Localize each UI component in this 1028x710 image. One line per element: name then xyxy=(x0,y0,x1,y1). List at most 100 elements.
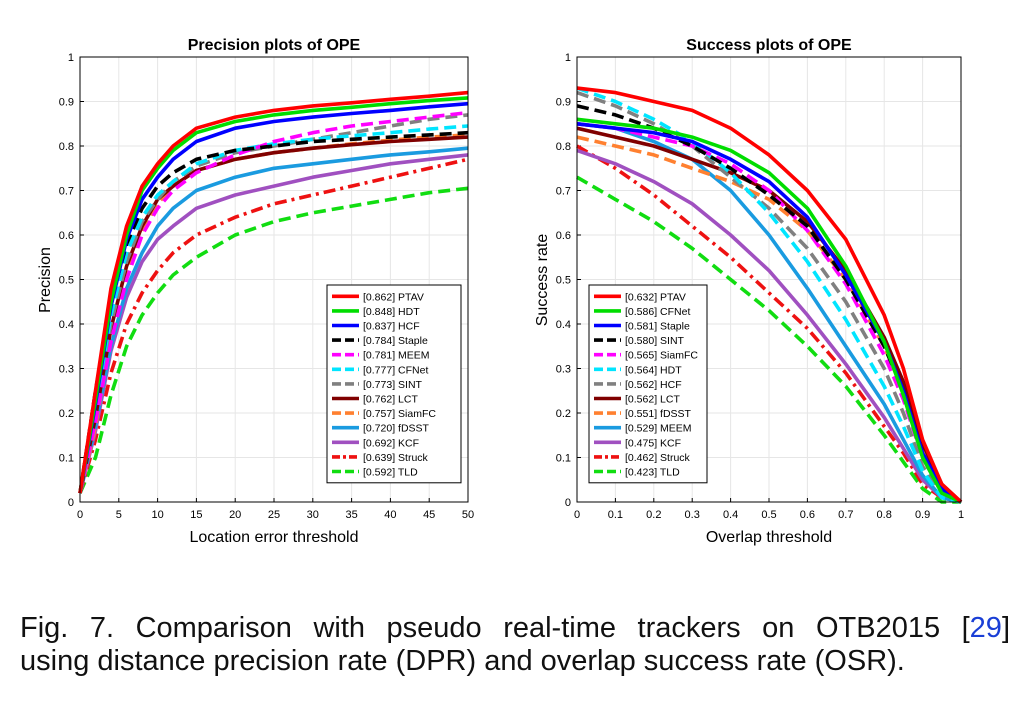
series-line-kcf xyxy=(576,148,962,504)
legend-entry-hcf: [0.837] HCF xyxy=(363,321,420,333)
y-tick-label: 0.1 xyxy=(59,453,74,465)
x-tick-label: 0.4 xyxy=(723,509,738,521)
y-tick-label: 0.1 xyxy=(556,453,571,465)
axes-box xyxy=(79,56,469,503)
x-tick-label: 25 xyxy=(268,509,280,521)
x-tick-label: 10 xyxy=(151,509,163,521)
y-tick-label: 0.5 xyxy=(59,275,74,287)
y-tick-label: 0.4 xyxy=(59,319,74,331)
legend-entry-struck: [0.639] Struck xyxy=(363,452,429,464)
x-axis-label: Overlap threshold xyxy=(706,529,832,546)
tick-labels: 0 5 10 15 20 25 30 35 40 45 50 0 0.1 0.2 0.3 0.4 0.5 0.6 0… xyxy=(59,52,474,521)
series-line-ptav xyxy=(78,90,469,494)
x-tick-label: 1 xyxy=(958,509,964,521)
x-tick-label: 0.3 xyxy=(685,509,700,521)
legend-entry-sint: [0.580] SINT xyxy=(625,335,685,347)
series-line-hdt xyxy=(78,96,469,494)
legend-entry-hcf: [0.562] HCF xyxy=(625,379,682,391)
legend-entry-tld: [0.423] TLD xyxy=(625,467,680,479)
series-line-cfnet xyxy=(576,117,962,504)
y-tick-label: 0.3 xyxy=(59,364,74,376)
legend-entry-hdt: [0.564] HDT xyxy=(625,364,682,376)
legend-entry-struck: [0.462] Struck xyxy=(625,452,691,464)
y-tick-label: 0.7 xyxy=(556,186,571,198)
citation-link[interactable]: 29 xyxy=(969,612,1002,644)
x-tick-label: 40 xyxy=(384,509,396,521)
y-tick-label: 0.3 xyxy=(556,364,571,376)
x-tick-label: 20 xyxy=(229,509,241,521)
legend: [0.632] PTAV [0.586] CFNet [0.581] Staple [… xyxy=(588,284,708,484)
x-tick-label: 35 xyxy=(345,509,357,521)
x-tick-label: 0 xyxy=(574,509,580,521)
axes-box xyxy=(576,56,962,503)
series-line-hdt xyxy=(576,86,962,504)
y-tick-label: 1 xyxy=(565,52,571,64)
legend-entry-siamfc: [0.757] SiamFC xyxy=(363,408,436,420)
series-lines xyxy=(78,90,469,494)
precision-plot: 0 5 10 15 20 25 30 35 40 45 50 0 0.1 0.2 0.3 0.4 0.5 0.6 0… xyxy=(37,37,474,546)
legend-entry-tld: [0.592] TLD xyxy=(363,467,418,479)
legend-entry-ptav: [0.862] PTAV xyxy=(363,291,424,303)
series-line-meem xyxy=(576,122,962,504)
caption-suffix: ] xyxy=(1001,612,1010,644)
legend-entry-fdsst: [0.551] fDSST xyxy=(625,408,692,420)
caption-line-2: using distance precision rate (DPR) and … xyxy=(20,645,905,677)
x-tick-label: 0.5 xyxy=(761,509,776,521)
y-tick-label: 0 xyxy=(565,497,571,509)
series-line-struck xyxy=(576,144,962,504)
legend-entry-kcf: [0.475] KCF xyxy=(625,437,681,449)
y-tick-label: 1 xyxy=(68,52,74,64)
series-line-struck xyxy=(78,157,469,494)
caption-line-1: Fig. 7. Comparison with pseudo real-time… xyxy=(20,612,1010,645)
x-tick-label: 5 xyxy=(116,509,122,521)
y-tick-label: 0.2 xyxy=(556,408,571,420)
figure-caption: Fig. 7. Comparison with pseudo real-time… xyxy=(20,612,1010,678)
x-tick-label: 0.9 xyxy=(915,509,930,521)
caption-prefix: Fig. 7. Comparison with pseudo real-time… xyxy=(20,612,970,644)
x-axis-label: Location error threshold xyxy=(190,529,359,546)
y-tick-label: 0.4 xyxy=(556,319,571,331)
legend-entry-siamfc: [0.565] SiamFC xyxy=(625,350,698,362)
y-tick-label: 0.7 xyxy=(59,186,74,198)
legend-entry-ptav: [0.632] PTAV xyxy=(625,291,686,303)
series-line-ptav xyxy=(576,86,963,504)
chart-title: Precision plots of OPE xyxy=(188,37,361,54)
figure: 0 5 10 15 20 25 30 35 40 45 5000.10.20.30.40.50.60… xyxy=(37,37,964,546)
y-tick-label: 0.9 xyxy=(59,97,74,109)
x-tick-label: 30 xyxy=(307,509,319,521)
legend-entry-kcf: [0.692] KCF xyxy=(363,437,419,449)
x-tick-label: 15 xyxy=(190,509,202,521)
legend-entry-lct: [0.562] LCT xyxy=(625,394,680,406)
series-line-tld xyxy=(576,175,961,504)
y-tick-label: 0.6 xyxy=(556,230,571,242)
series-lines xyxy=(576,86,963,504)
y-tick-label: 0.2 xyxy=(59,408,74,420)
y-tick-label: 0 xyxy=(68,497,74,509)
legend-entry-lct: [0.762] LCT xyxy=(363,394,418,406)
x-tick-label: 50 xyxy=(462,509,474,521)
legend-entry-meem: [0.781] MEEM xyxy=(363,350,430,362)
y-tick-label: 0.6 xyxy=(59,230,74,242)
series-line-siamfc xyxy=(576,122,962,504)
y-tick-label: 0.9 xyxy=(556,97,571,109)
y-tick-label: 0.8 xyxy=(59,141,74,153)
x-tick-label: 0.2 xyxy=(646,509,661,521)
legend-entry-fdsst: [0.720] fDSST xyxy=(363,423,430,435)
x-tick-label: 0.8 xyxy=(877,509,892,521)
legend-entry-meem: [0.529] MEEM xyxy=(625,423,692,435)
legend-entry-hdt: [0.848] HDT xyxy=(363,306,420,318)
x-tick-label: 0.6 xyxy=(800,509,815,521)
legend-entry-sint: [0.773] SINT xyxy=(363,379,423,391)
x-tick-label: 45 xyxy=(423,509,435,521)
series-line-tld xyxy=(78,186,469,494)
series-line-sint xyxy=(78,113,469,494)
legend-entry-cfnet: [0.586] CFNet xyxy=(625,306,690,318)
series-line-staple xyxy=(78,130,469,494)
x-tick-label: 0 xyxy=(77,509,83,521)
x-tick-label: 0.1 xyxy=(608,509,623,521)
y-axis-label: Success rate xyxy=(534,234,551,327)
legend: [0.862] PTAV [0.848] HDT [0.837] HCF [0.784… xyxy=(326,284,462,484)
y-tick-label: 0.8 xyxy=(556,141,571,153)
y-tick-label: 0.5 xyxy=(556,275,571,287)
series-line-cfnet xyxy=(78,124,469,494)
